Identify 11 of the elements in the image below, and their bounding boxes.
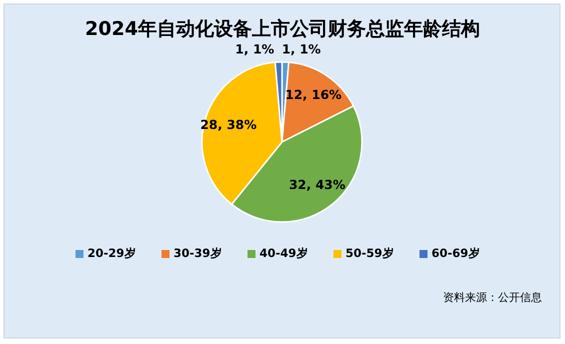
legend-label: 60-69岁 bbox=[432, 246, 480, 260]
data-label: 32, 43% bbox=[288, 176, 346, 192]
data-label: 12, 16% bbox=[285, 87, 342, 102]
data-label: 1, 1% bbox=[282, 42, 322, 57]
legend-label: 40-49岁 bbox=[260, 246, 308, 260]
chart-title: 2024年自动化设备上市公司财务总监年龄结构 bbox=[85, 18, 480, 40]
legend-label: 20-29岁 bbox=[88, 246, 136, 260]
legend-label: 30-39岁 bbox=[174, 246, 222, 260]
text: 资料来源：公开信息 bbox=[443, 291, 542, 304]
data-label: 1, 1% bbox=[235, 42, 275, 57]
legend-label: 50-59岁 bbox=[346, 246, 394, 260]
